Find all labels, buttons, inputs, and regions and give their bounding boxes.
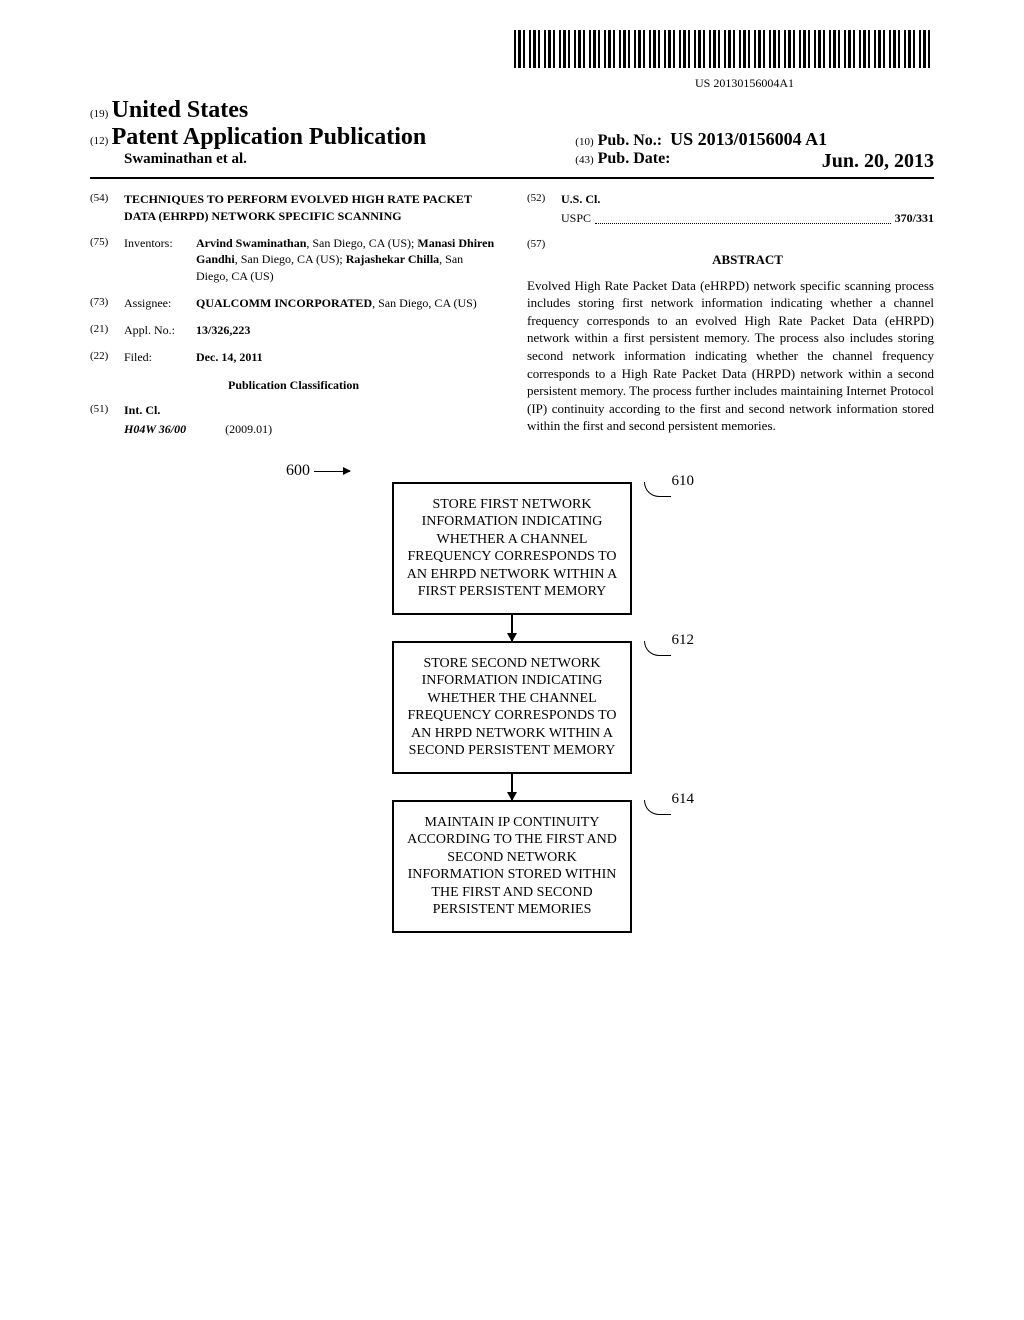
country-code: (19) [90, 108, 108, 120]
title-field: (54) TECHNIQUES TO PERFORM EVOLVED HIGH … [90, 191, 497, 225]
title-code: (54) [90, 191, 124, 225]
box2-text: STORE SECOND NETWORK INFORMATION INDICAT… [407, 656, 616, 759]
pubdate-value: Jun. 20, 2013 [822, 150, 934, 173]
assignee-text: QUALCOMM INCORPORATED, San Diego, CA (US… [196, 295, 497, 312]
figure-ref-number: 600 [286, 462, 310, 479]
intcl-field: (51) Int. Cl. [90, 402, 497, 419]
flowchart-box-1: 610 STORE FIRST NETWORK INFORMATION INDI… [392, 482, 632, 615]
uscl-label: U.S. Cl. [561, 191, 934, 208]
uscl-field: (52) U.S. Cl. [527, 191, 934, 208]
abstract-code: (57) [527, 237, 561, 277]
abstract-heading: ABSTRACT [561, 251, 934, 269]
biblio-left: (54) TECHNIQUES TO PERFORM EVOLVED HIGH … [90, 191, 497, 438]
header-right: (10) Pub. No.: US 2013/0156004 A1 (43) P… [575, 97, 934, 173]
abstract-text: Evolved High Rate Packet Data (eHRPD) ne… [527, 277, 934, 435]
arrow-down-icon [511, 774, 513, 800]
filed-code: (22) [90, 349, 124, 366]
pubno-line: (10) Pub. No.: US 2013/0156004 A1 [575, 129, 934, 150]
intcl-value: H04W 36/00 [124, 422, 186, 436]
assignee-code: (73) [90, 295, 124, 312]
pubno-label: Pub. No.: [598, 132, 662, 149]
pub-class-heading: Publication Classification [90, 377, 497, 394]
arrow-down-icon [511, 615, 513, 641]
uscl-code: (52) [527, 191, 561, 208]
box3-ref: 614 [672, 790, 695, 809]
box1-text: STORE FIRST NETWORK INFORMATION INDICATI… [407, 497, 618, 600]
country-line: (19) United States [90, 97, 575, 124]
pubno-value: US 2013/0156004 A1 [670, 129, 827, 149]
applno-value: 13/326,223 [196, 322, 497, 339]
inventors-field: (75) Inventors: Arvind Swaminathan, San … [90, 235, 497, 285]
filed-value: Dec. 14, 2011 [196, 349, 497, 366]
barcode-number: US 20130156004A1 [90, 76, 934, 91]
authors-header: Swaminathan et al. [124, 151, 247, 167]
pubdate-line: (43) Pub. Date: Jun. 20, 2013 [575, 150, 934, 173]
pub-type-line: (12) Patent Application Publication [90, 124, 575, 151]
pub-type-code: (12) [90, 135, 108, 147]
inventors-text: Arvind Swaminathan, San Diego, CA (US); … [196, 235, 497, 285]
box1-ref: 610 [672, 472, 695, 491]
uscl-value: 370/331 [895, 210, 934, 227]
intcl-date: (2009.01) [225, 422, 272, 436]
uscl-prefix: USPC [561, 210, 591, 227]
biblio: (54) TECHNIQUES TO PERFORM EVOLVED HIGH … [90, 191, 934, 438]
flowchart-box-3: 614 MAINTAIN IP CONTINUITY ACCORDING TO … [392, 800, 632, 933]
uscl-value-row: USPC 370/331 [527, 210, 934, 227]
flowchart: 600 610 STORE FIRST NETWORK INFORMATION … [342, 462, 682, 933]
filed-label: Filed: [124, 349, 196, 366]
pubdate-code: (43) [575, 154, 593, 166]
title-text: TECHNIQUES TO PERFORM EVOLVED HIGH RATE … [124, 191, 497, 225]
assignee-field: (73) Assignee: QUALCOMM INCORPORATED, Sa… [90, 295, 497, 312]
inventors-label: Inventors: [124, 235, 196, 285]
barcode-graphic [514, 30, 934, 68]
barcode-area [90, 30, 934, 72]
box2-ref: 612 [672, 631, 695, 650]
applno-code: (21) [90, 322, 124, 339]
pub-type: Patent Application Publication [112, 124, 427, 150]
box3-text: MAINTAIN IP CONTINUITY ACCORDING TO THE … [407, 815, 617, 918]
header-left: (19) United States (12) Patent Applicati… [90, 97, 575, 168]
pubno-code: (10) [575, 136, 593, 148]
biblio-right: (52) U.S. Cl. USPC 370/331 (57) ABSTRACT… [527, 191, 934, 438]
applno-field: (21) Appl. No.: 13/326,223 [90, 322, 497, 339]
figure-ref: 600 [286, 462, 350, 480]
intcl-value-row: H04W 36/00 (2009.01) [90, 421, 497, 438]
authors-header-line: Swaminathan et al. [90, 151, 575, 168]
uscl-line: USPC 370/331 [561, 210, 934, 227]
pubdate-label: Pub. Date: [598, 150, 671, 167]
flowchart-box-2: 612 STORE SECOND NETWORK INFORMATION IND… [392, 641, 632, 774]
header: (19) United States (12) Patent Applicati… [90, 97, 934, 179]
dotted-leader [595, 210, 891, 224]
filed-field: (22) Filed: Dec. 14, 2011 [90, 349, 497, 366]
abstract-heading-row: (57) ABSTRACT [527, 237, 934, 277]
figure-ref-arrow [314, 471, 350, 472]
intcl-label: Int. Cl. [124, 402, 497, 419]
patent-page: US 20130156004A1 (19) United States (12)… [0, 0, 1024, 973]
assignee-label: Assignee: [124, 295, 196, 312]
inventors-code: (75) [90, 235, 124, 285]
figure: 600 610 STORE FIRST NETWORK INFORMATION … [90, 462, 934, 933]
intcl-content: H04W 36/00 (2009.01) [124, 421, 497, 438]
country: United States [112, 97, 249, 123]
intcl-code: (51) [90, 402, 124, 419]
applno-label: Appl. No.: [124, 322, 196, 339]
